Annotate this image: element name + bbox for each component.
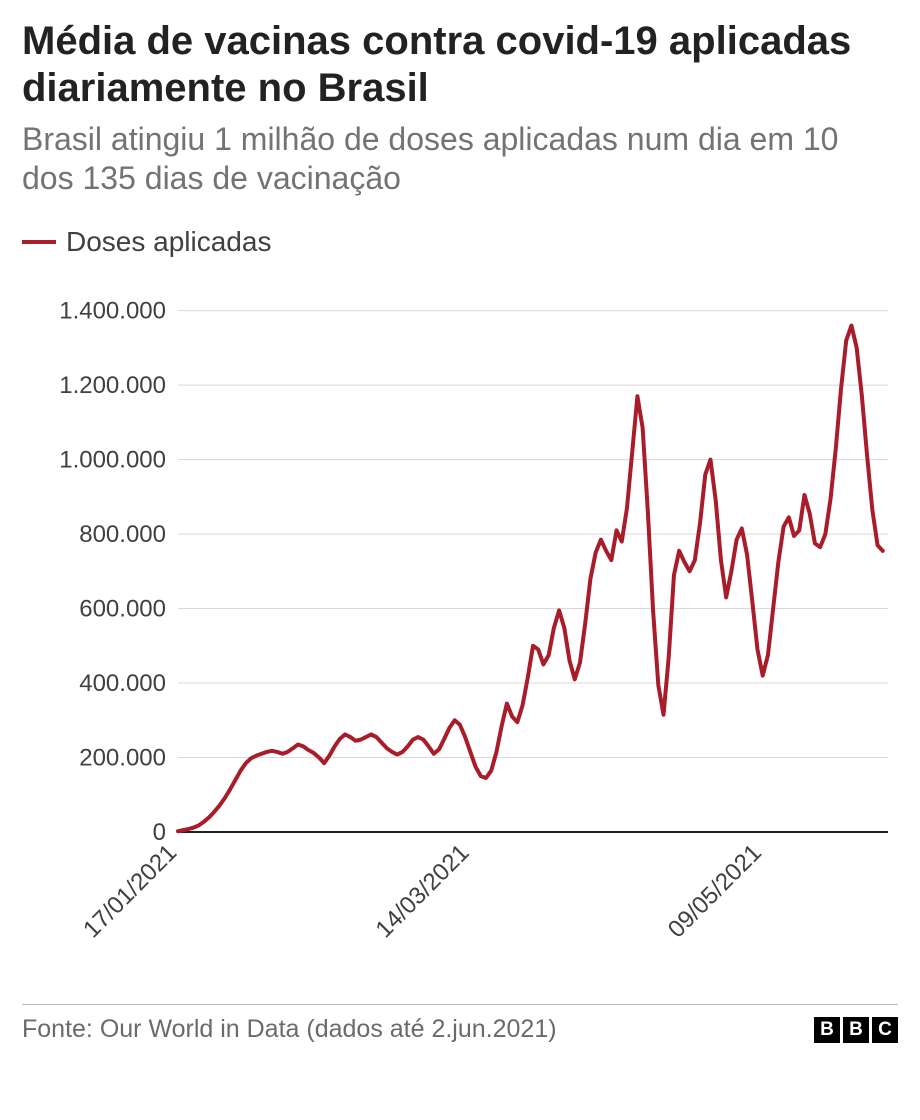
svg-text:1.400.000: 1.400.000 [59,298,166,325]
svg-text:09/05/2021: 09/05/2021 [663,840,767,944]
svg-text:17/01/2021: 17/01/2021 [78,840,182,944]
chart-title: Média de vacinas contra covid-19 aplicad… [22,18,898,112]
svg-text:200.000: 200.000 [79,745,166,772]
bbc-logo-letter: B [843,1017,869,1043]
line-chart: 0200.000400.000600.000800.0001.000.0001.… [22,282,898,982]
svg-text:1.000.000: 1.000.000 [59,447,166,474]
chart-subtitle: Brasil atingiu 1 milhão de doses aplicad… [22,120,898,198]
legend-swatch [22,240,56,244]
chart-svg: 0200.000400.000600.000800.0001.000.0001.… [22,282,898,982]
legend: Doses aplicadas [22,226,898,258]
svg-text:400.000: 400.000 [79,670,166,697]
source-text: Fonte: Our World in Data (dados até 2.ju… [22,1015,557,1044]
footer-rule [22,1004,898,1005]
bbc-logo-letter: B [814,1017,840,1043]
svg-text:1.200.000: 1.200.000 [59,373,166,400]
bbc-logo-letter: C [872,1017,898,1043]
legend-label: Doses aplicadas [66,226,271,258]
svg-text:800.000: 800.000 [79,522,166,549]
svg-text:14/03/2021: 14/03/2021 [371,840,475,944]
bbc-logo: BBC [814,1017,898,1043]
footer: Fonte: Our World in Data (dados até 2.ju… [22,1015,898,1044]
svg-text:600.000: 600.000 [79,596,166,623]
